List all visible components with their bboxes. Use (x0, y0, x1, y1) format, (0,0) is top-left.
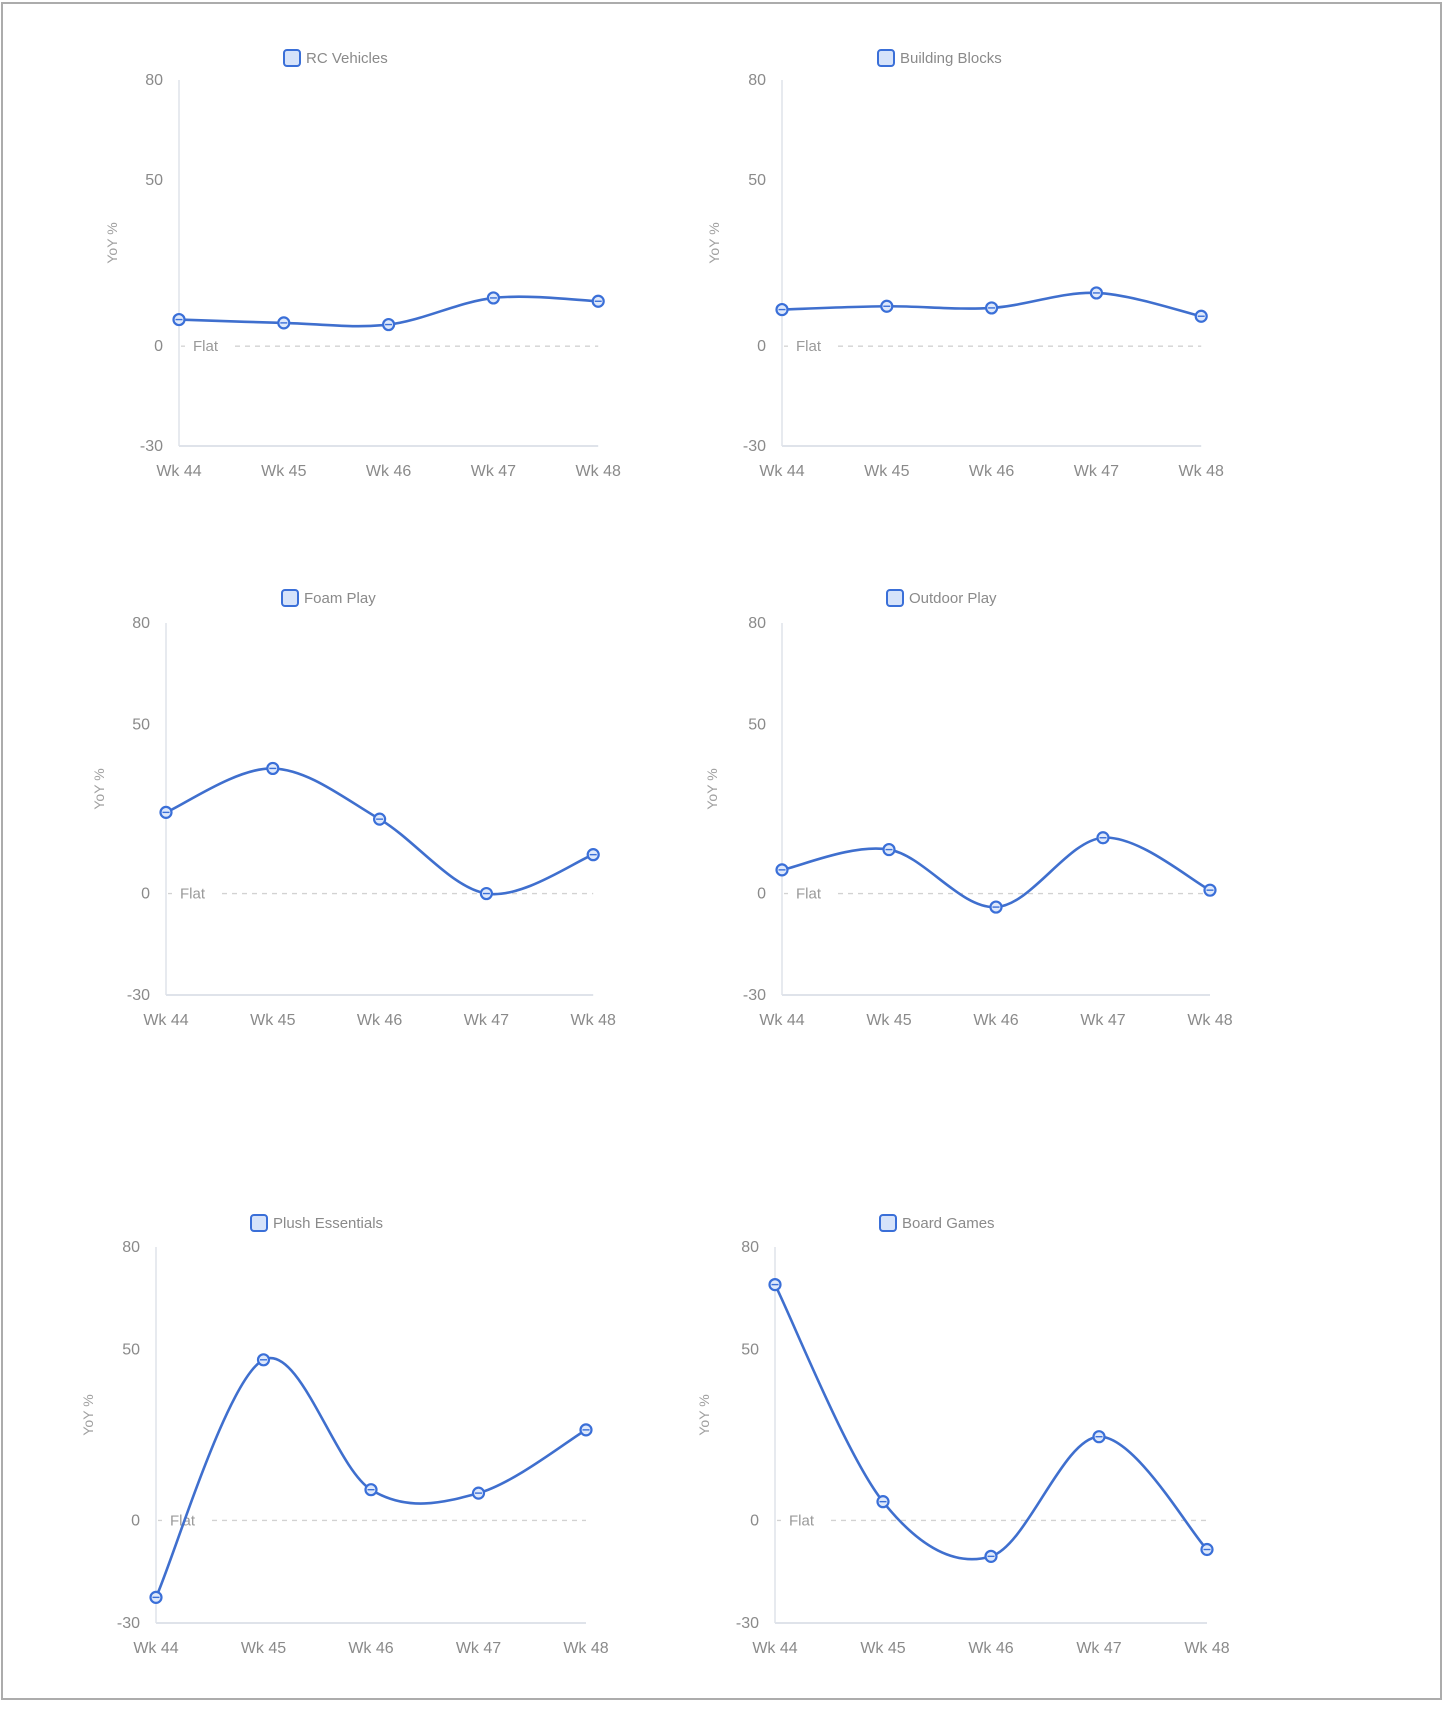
y-tick-label: 0 (750, 1512, 759, 1529)
y-tick-label: -30 (117, 1615, 140, 1632)
x-tick-label: Wk 45 (241, 1640, 286, 1657)
legend-swatch-icon (281, 589, 299, 607)
legend-swatch-icon (886, 589, 904, 607)
chart-rc-vehicles: RC Vehicles -30 0 50 80 YoY % Flat Wk 44 Wk 45 Wk… (104, 49, 621, 480)
x-tick-label: Wk 45 (261, 463, 306, 480)
legend-item[interactable]: RC Vehicles (283, 49, 388, 67)
y-tick-label: 50 (748, 716, 766, 733)
x-tick-label: Wk 44 (759, 463, 804, 480)
y-tick-label: 50 (132, 716, 150, 733)
y-tick-label: 0 (141, 886, 150, 903)
y-tick-label: 50 (122, 1342, 140, 1359)
x-tick-label: Wk 46 (969, 463, 1014, 480)
chart-outdoor-play: Outdoor Play -30 0 50 80 YoY % Flat Wk 44 Wk 45 W… (704, 589, 1233, 1029)
y-tick-label: 0 (757, 338, 766, 355)
legend-label: Board Games (902, 1215, 995, 1232)
x-tick-label: Wk 46 (348, 1640, 393, 1657)
x-tick-label: Wk 48 (571, 1012, 616, 1029)
legend-label: Foam Play (304, 590, 376, 607)
y-tick-label: 0 (131, 1512, 140, 1529)
y-axis-title: YoY % (696, 1394, 712, 1435)
x-tick-label: Wk 44 (752, 1640, 797, 1657)
x-tick-label: Wk 44 (143, 1012, 188, 1029)
y-tick-label: 80 (132, 615, 150, 632)
x-tick-label: Wk 48 (576, 463, 621, 480)
y-axis-title: YoY % (706, 222, 722, 263)
y-tick-label: -30 (743, 438, 766, 455)
legend-label: Plush Essentials (273, 1215, 383, 1232)
y-tick-label: 0 (154, 338, 163, 355)
y-tick-label: 80 (748, 615, 766, 632)
x-tick-label: Wk 48 (1179, 463, 1224, 480)
chart-plush-essentials: Plush Essentials -30 0 50 80 YoY % Flat Wk 44 Wk… (80, 1214, 609, 1657)
series-line (154, 1356, 588, 1599)
x-tick-label: Wk 45 (250, 1012, 295, 1029)
y-axis-title: YoY % (104, 222, 120, 263)
legend-item[interactable]: Board Games (879, 1214, 995, 1232)
reference-line-label: Flat (796, 338, 822, 355)
y-axis-title: YoY % (704, 768, 720, 809)
reference-line-label: Flat (796, 886, 822, 903)
x-tick-label: Wk 47 (464, 1012, 509, 1029)
legend-swatch-icon (250, 1214, 268, 1232)
legend-label: RC Vehicles (306, 50, 388, 67)
chart-board-games: Board Games -30 0 50 80 YoY % Flat Wk 44 Wk 45 Wk… (696, 1214, 1230, 1657)
y-tick-label: 50 (145, 172, 163, 189)
y-tick-label: -30 (743, 987, 766, 1004)
reference-line-label: Flat (193, 338, 219, 355)
legend-item[interactable]: Foam Play (281, 589, 376, 607)
y-tick-label: 0 (757, 886, 766, 903)
y-tick-label: 50 (748, 172, 766, 189)
y-tick-label: 80 (145, 72, 163, 89)
reference-line-label: Flat (170, 1512, 196, 1529)
x-tick-label: Wk 44 (759, 1012, 804, 1029)
series-line (164, 767, 595, 896)
reference-line-label: Flat (789, 1512, 815, 1529)
legend-swatch-icon (877, 49, 895, 67)
series-line (773, 1283, 1209, 1561)
x-tick-label: Wk 48 (1187, 1012, 1232, 1029)
x-tick-label: Wk 44 (133, 1640, 178, 1657)
x-tick-label: Wk 45 (866, 1012, 911, 1029)
y-tick-label: -30 (140, 438, 163, 455)
legend-label: Building Blocks (900, 50, 1002, 67)
legend-item[interactable]: Outdoor Play (886, 589, 997, 607)
x-tick-label: Wk 46 (973, 1012, 1018, 1029)
reference-line-label: Flat (180, 886, 206, 903)
chart-foam-play: Foam Play -30 0 50 80 YoY % Flat Wk 44 Wk 45 Wk 4… (91, 589, 616, 1029)
y-axis-title: YoY % (80, 1394, 96, 1435)
legend-item[interactable]: Plush Essentials (250, 1214, 383, 1232)
x-tick-label: Wk 45 (860, 1640, 905, 1657)
y-axis-title: YoY % (91, 768, 107, 809)
x-tick-label: Wk 46 (968, 1640, 1013, 1657)
legend-swatch-icon (879, 1214, 897, 1232)
x-tick-label: Wk 44 (156, 463, 201, 480)
x-tick-label: Wk 47 (1074, 463, 1119, 480)
legend-item[interactable]: Building Blocks (877, 49, 1002, 67)
x-tick-label: Wk 48 (563, 1640, 608, 1657)
legend-swatch-icon (283, 49, 301, 67)
y-tick-label: -30 (127, 987, 150, 1004)
x-tick-label: Wk 47 (1076, 1640, 1121, 1657)
chart-building-blocks: Building Blocks -30 0 50 80 YoY % Flat Wk 44 Wk … (706, 49, 1224, 480)
y-tick-label: 50 (741, 1342, 759, 1359)
x-tick-label: Wk 47 (471, 463, 516, 480)
legend-label: Outdoor Play (909, 590, 997, 607)
y-tick-label: 80 (122, 1239, 140, 1256)
y-tick-label: 80 (748, 72, 766, 89)
y-tick-label: 80 (741, 1239, 759, 1256)
x-tick-label: Wk 45 (864, 463, 909, 480)
series-line (780, 836, 1212, 909)
x-tick-label: Wk 46 (357, 1012, 402, 1029)
x-tick-label: Wk 46 (366, 463, 411, 480)
y-tick-label: -30 (736, 1615, 759, 1632)
x-tick-label: Wk 47 (1080, 1012, 1125, 1029)
x-tick-label: Wk 48 (1184, 1640, 1229, 1657)
x-tick-label: Wk 47 (456, 1640, 501, 1657)
